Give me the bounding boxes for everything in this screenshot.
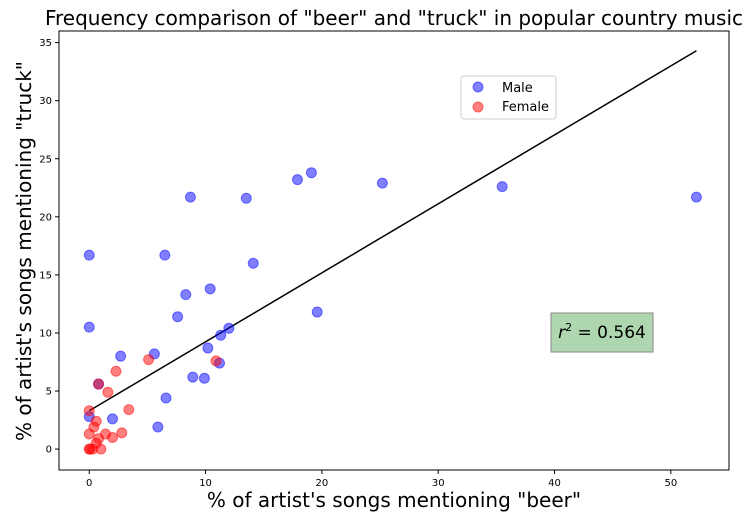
plot-area	[58, 30, 730, 471]
data-point-male	[160, 392, 172, 404]
annotation-exponent: 2	[565, 321, 572, 334]
data-point-male	[152, 421, 164, 433]
data-point-female	[143, 354, 155, 366]
x-tick-label: 0	[86, 478, 92, 489]
data-point-male	[223, 322, 235, 334]
data-point-male	[184, 191, 196, 203]
data-point-male	[204, 283, 216, 295]
data-point-male	[172, 311, 184, 323]
x-axis-label: % of artist's songs mentioning "beer"	[207, 488, 581, 512]
r-squared-annotation: r2 = 0.564	[550, 312, 654, 353]
data-point-male	[690, 191, 702, 203]
annotation-text: r2 = 0.564	[558, 321, 646, 343]
data-point-female	[210, 355, 222, 367]
data-point-male	[376, 177, 388, 189]
data-point-female	[116, 427, 128, 439]
data-point-male	[291, 174, 303, 186]
data-points-layer	[83, 167, 702, 455]
legend-label-male: Male	[502, 81, 533, 96]
legend: Male Female	[460, 75, 557, 120]
y-axis-label: % of artist's songs mentioning "truck"	[12, 61, 36, 441]
data-point-female	[95, 443, 107, 455]
legend-marker-male	[472, 81, 484, 93]
y-tick-label: 35	[39, 38, 52, 49]
data-point-female	[83, 405, 95, 417]
data-point-female	[93, 378, 105, 390]
legend-frame	[460, 75, 557, 120]
x-tick-label: 20	[316, 478, 329, 489]
x-tick-label: 40	[548, 478, 561, 489]
data-point-female	[123, 404, 135, 416]
y-tick-label: 25	[39, 154, 52, 165]
plot-frame	[58, 30, 730, 471]
x-tick-label: 50	[664, 478, 677, 489]
legend-marker-female	[472, 101, 484, 113]
x-tick-label: 30	[432, 478, 445, 489]
data-point-male	[180, 289, 192, 301]
data-point-female	[107, 431, 119, 443]
data-point-male	[83, 249, 95, 261]
data-point-female	[110, 365, 122, 377]
data-point-male	[115, 350, 127, 362]
data-point-male	[240, 192, 252, 204]
x-axis-ticks: 0 10 20 30 40 50	[86, 470, 677, 489]
y-tick-label: 20	[39, 212, 52, 223]
data-point-male	[159, 249, 171, 261]
data-point-male	[83, 321, 95, 333]
y-tick-label: 15	[39, 270, 52, 281]
trend-line	[88, 50, 697, 412]
data-point-female	[90, 415, 102, 427]
trend-line-layer	[88, 50, 697, 412]
y-axis-ticks: 0 5 10 15 20 25 30 35	[39, 38, 59, 456]
annotation-value: = 0.564	[572, 323, 646, 343]
annotation-box	[550, 312, 654, 353]
data-point-male	[198, 372, 210, 384]
legend-label-female: Female	[502, 100, 549, 115]
x-tick-label: 10	[199, 478, 212, 489]
data-point-male	[107, 413, 119, 425]
chart-title: Frequency comparison of "beer" and "truc…	[45, 6, 743, 30]
data-point-male	[187, 371, 199, 383]
data-point-female	[102, 386, 114, 398]
y-tick-label: 30	[39, 96, 52, 107]
data-point-male	[247, 257, 259, 269]
data-point-male	[311, 306, 323, 318]
y-tick-label: 10	[39, 328, 52, 339]
y-tick-label: 5	[46, 387, 52, 398]
data-point-male	[305, 167, 317, 179]
annotation-symbol: r	[558, 323, 566, 343]
y-tick-label: 0	[46, 445, 52, 456]
data-point-male	[202, 342, 214, 354]
data-point-male	[215, 329, 227, 341]
data-point-male	[496, 181, 508, 193]
